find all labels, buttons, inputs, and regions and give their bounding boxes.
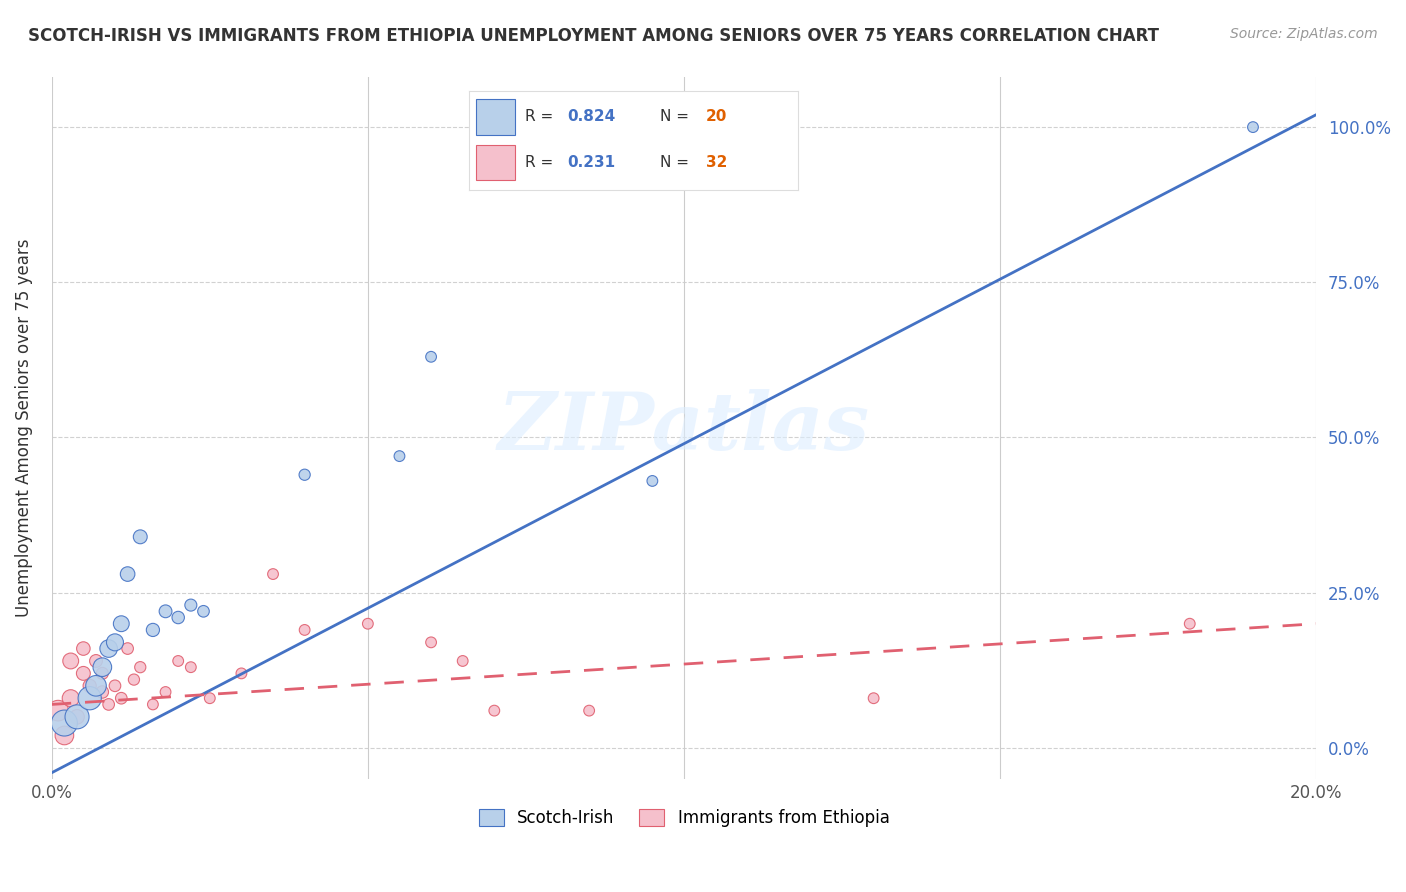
Point — [79, 679, 101, 693]
Point — [66, 710, 89, 724]
Point — [180, 660, 202, 674]
Point — [110, 616, 132, 631]
Point — [84, 654, 107, 668]
Point — [451, 654, 474, 668]
Point — [420, 350, 443, 364]
Point — [484, 704, 506, 718]
Point — [155, 685, 177, 699]
Point — [117, 641, 139, 656]
Point — [167, 654, 190, 668]
Point — [294, 623, 316, 637]
Text: SCOTCH-IRISH VS IMMIGRANTS FROM ETHIOPIA UNEMPLOYMENT AMONG SENIORS OVER 75 YEAR: SCOTCH-IRISH VS IMMIGRANTS FROM ETHIOPIA… — [28, 27, 1159, 45]
Point — [53, 729, 76, 743]
Point — [66, 710, 89, 724]
Point — [198, 691, 221, 706]
Point — [104, 635, 127, 649]
Point — [117, 567, 139, 582]
Point — [53, 716, 76, 731]
Point — [641, 474, 664, 488]
Point — [122, 673, 145, 687]
Point — [91, 660, 114, 674]
Point — [180, 598, 202, 612]
Point — [84, 679, 107, 693]
Point — [262, 567, 284, 582]
Point — [91, 666, 114, 681]
Point — [1178, 616, 1201, 631]
Point — [167, 610, 190, 624]
Point — [72, 666, 94, 681]
Point — [862, 691, 884, 706]
Point — [129, 660, 152, 674]
Point — [97, 641, 120, 656]
Point — [91, 685, 114, 699]
Point — [104, 679, 127, 693]
Point — [97, 698, 120, 712]
Point — [294, 467, 316, 482]
Legend: Scotch-Irish, Immigrants from Ethiopia: Scotch-Irish, Immigrants from Ethiopia — [472, 802, 896, 834]
Point — [420, 635, 443, 649]
Y-axis label: Unemployment Among Seniors over 75 years: Unemployment Among Seniors over 75 years — [15, 239, 32, 617]
Point — [46, 704, 69, 718]
Point — [231, 666, 253, 681]
Point — [110, 691, 132, 706]
Point — [72, 641, 94, 656]
Point — [142, 623, 165, 637]
Point — [193, 604, 215, 618]
Text: Source: ZipAtlas.com: Source: ZipAtlas.com — [1230, 27, 1378, 41]
Point — [1241, 120, 1264, 134]
Point — [59, 691, 82, 706]
Text: ZIPatlas: ZIPatlas — [498, 390, 870, 467]
Point — [142, 698, 165, 712]
Point — [129, 530, 152, 544]
Point — [388, 449, 411, 463]
Point — [79, 691, 101, 706]
Point — [578, 704, 600, 718]
Point — [155, 604, 177, 618]
Point — [59, 654, 82, 668]
Point — [357, 616, 380, 631]
